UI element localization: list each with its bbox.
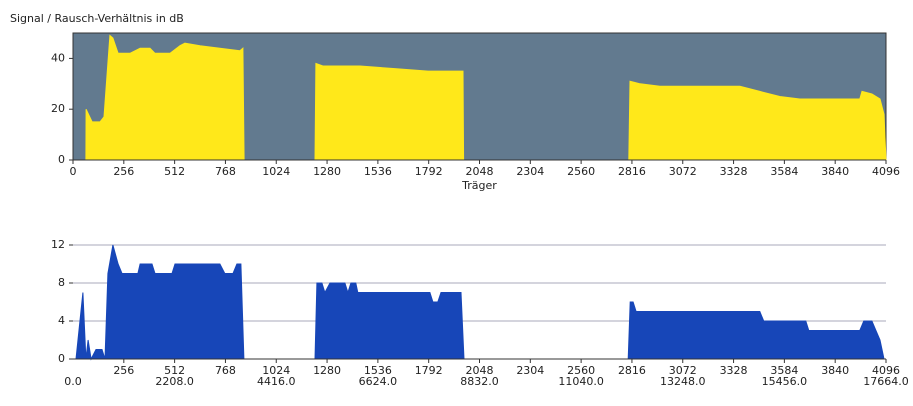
x-tick-label: 1024 — [262, 364, 290, 377]
x-tick-label: 768 — [215, 165, 236, 178]
x-tick-label: 256 — [113, 165, 134, 178]
x-tick-label: 3072 — [669, 165, 697, 178]
x-tick-label: 3072 — [669, 364, 697, 377]
x-tick-label: 4096 — [872, 364, 900, 377]
x-tick-label: 256 — [113, 364, 134, 377]
x-tick-label: 2304 — [516, 165, 544, 178]
x-tick-label: 3328 — [720, 364, 748, 377]
x2-tick-label: 4416.0 — [257, 375, 296, 388]
y-tick-label: 40 — [51, 51, 65, 64]
x-tick-label: 4096 — [872, 165, 900, 178]
x2-tick-label: 17664.0 — [863, 375, 909, 388]
x-tick-label: 3840 — [821, 364, 849, 377]
area — [85, 34, 887, 161]
chart-title: Signal / Rausch-Verhältnis in dB — [10, 12, 184, 25]
x-tick-label: 1280 — [313, 364, 341, 377]
y-tick-label: 12 — [51, 238, 65, 251]
x-tick-label: 3328 — [720, 165, 748, 178]
x-tick-label: 2048 — [466, 165, 494, 178]
x-tick-label: 2304 — [516, 364, 544, 377]
x-tick-label: 1792 — [415, 165, 443, 178]
y-tick-label: 0 — [58, 352, 65, 365]
x-tick-label: 2560 — [567, 165, 595, 178]
y-tick-label: 0 — [58, 153, 65, 166]
x-tick-label: 2048 — [466, 364, 494, 377]
x-tick-label: 2816 — [618, 364, 646, 377]
x-tick-label: 512 — [164, 364, 185, 377]
x-tick-label: 3840 — [821, 165, 849, 178]
x-tick-label: 1024 — [262, 165, 290, 178]
x2-tick-label: 8832.0 — [460, 375, 499, 388]
y-tick-label: 20 — [51, 102, 65, 115]
y-tick-label: 4 — [58, 314, 65, 327]
x2-tick-label: 13248.0 — [660, 375, 706, 388]
x2-tick-label: 15456.0 — [762, 375, 808, 388]
x-tick-label: 1536 — [364, 165, 392, 178]
x-tick-label: 768 — [215, 364, 236, 377]
x-tick-label: 3584 — [770, 165, 798, 178]
x2-tick-label: 2208.0 — [155, 375, 194, 388]
x-tick-label: 512 — [164, 165, 185, 178]
x-tick-label: 1536 — [364, 364, 392, 377]
x-axis-label: Träger — [461, 179, 497, 192]
x2-tick-label: 6624.0 — [359, 375, 398, 388]
y-tick-label: 8 — [58, 276, 65, 289]
x-tick-label: 3584 — [770, 364, 798, 377]
x2-tick-label: 0.0 — [64, 375, 82, 388]
x-tick-label: 2560 — [567, 364, 595, 377]
x-tick-label: 2816 — [618, 165, 646, 178]
x2-tick-label: 11040.0 — [558, 375, 604, 388]
x-tick-label: 1280 — [313, 165, 341, 178]
x-tick-label: 0 — [70, 165, 77, 178]
x-tick-label: 1792 — [415, 364, 443, 377]
area — [73, 244, 886, 361]
